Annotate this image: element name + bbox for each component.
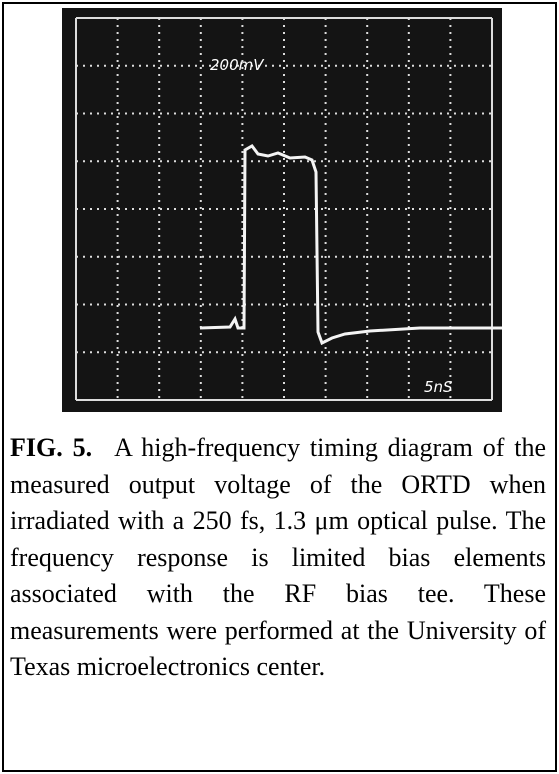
graticule [75,17,493,401]
caption-text: A high-frequency timing diagram of the m… [10,433,546,681]
volts-per-div-label: 200mV [210,56,265,74]
signal-trace [199,144,502,346]
figure-caption: FIG. 5. A high-frequency timing diagram o… [10,430,546,686]
time-per-div-label: 5nS [424,378,453,396]
caption-label: FIG. 5. [10,433,93,462]
scope-screen [62,8,502,412]
oscilloscope-image: 200mV 5nS [62,8,502,412]
